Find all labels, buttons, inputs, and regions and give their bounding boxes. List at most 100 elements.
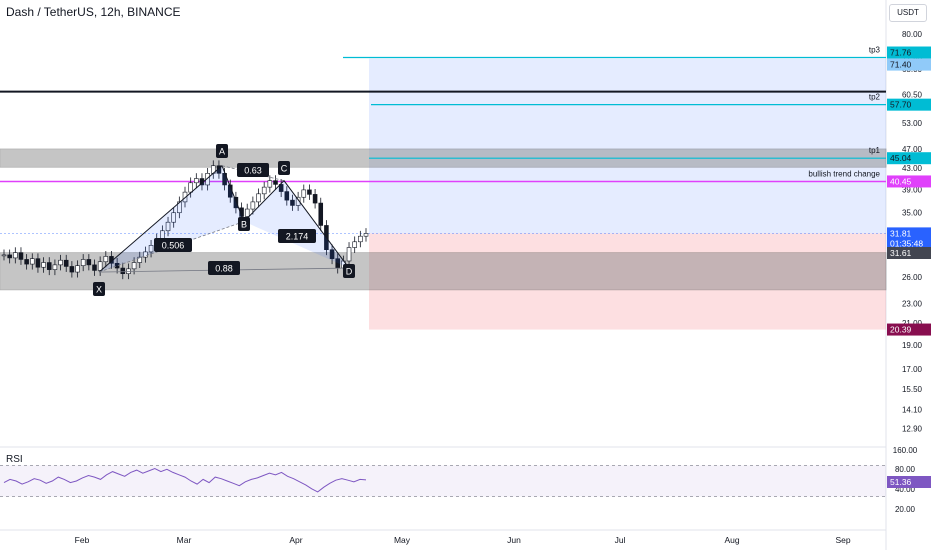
rsi-axis-tick: 160.00 (893, 446, 918, 455)
candle-body (244, 208, 250, 217)
price-axis-tick: 39.00 (902, 185, 923, 194)
candle-body (278, 184, 284, 192)
price-axis-tick: 15.50 (902, 385, 923, 394)
candle-body (301, 189, 307, 198)
pattern-ratio-box (154, 238, 192, 252)
price-axis-tick: 14.10 (902, 405, 923, 414)
candle-body (35, 258, 41, 268)
rsi-axis-tick: 80.00 (895, 465, 916, 474)
pattern-ratio-label: 0.63 (244, 166, 262, 176)
price-axis-tick: 60.50 (902, 90, 923, 99)
price-axis-tick: 35.00 (902, 209, 923, 218)
pattern-point-label: X (96, 285, 102, 295)
tp3-label: tp3 (869, 46, 881, 55)
time-axis-tick: Aug (724, 535, 739, 545)
candle-body (86, 259, 92, 266)
candle-body (46, 262, 52, 270)
last-price-badge (887, 227, 931, 250)
target-badge (887, 58, 931, 71)
pattern-ratio-label: 2.174 (286, 232, 309, 242)
pattern-point-label: A (219, 147, 225, 157)
price-axis-tick: 23.00 (902, 300, 923, 309)
candle-body (30, 258, 35, 265)
candle-body (346, 247, 352, 262)
rsi-value: 51.36 (890, 477, 912, 487)
entry-badge (887, 247, 931, 259)
tp1-value: 45.04 (890, 153, 912, 163)
time-axis-tick: Apr (289, 535, 302, 545)
time-axis-tick: Sep (835, 535, 850, 545)
candle-body (205, 173, 210, 186)
candle-body (363, 233, 369, 237)
candle-body (1, 254, 7, 257)
rsi-line (3, 467, 367, 493)
candle-body (18, 252, 24, 260)
currency-button[interactable]: USDT (889, 4, 927, 22)
candle-body (24, 259, 29, 265)
tp2-value: 57.70 (890, 100, 912, 110)
trend-change-badge (887, 175, 931, 188)
candle-body (80, 259, 86, 266)
pattern-ratio-box (208, 261, 240, 275)
pattern-ratio-box (237, 163, 269, 177)
candle-body (358, 235, 363, 243)
candle-body (329, 249, 335, 259)
candle-body (318, 202, 324, 226)
price-pane (0, 0, 886, 447)
target-value: 71.40 (890, 60, 912, 70)
pattern-point-label: C (281, 164, 288, 174)
time-axis-tick: Mar (177, 535, 192, 545)
candle-body (58, 259, 63, 266)
candle-body (188, 182, 193, 193)
last-price-value: 31.81 (890, 228, 912, 238)
time-axis-tick: Jun (507, 535, 521, 545)
candle-body (312, 194, 318, 204)
pattern-bcd-fill (244, 180, 349, 269)
rsi-band (0, 465, 886, 497)
candle-body (143, 251, 148, 258)
candle-body (13, 252, 18, 259)
rsi-value-badge (887, 476, 931, 488)
candle-body (92, 264, 97, 271)
price-axis-tick: 43.00 (902, 164, 923, 173)
countdown-value: 01:35:48 (890, 238, 923, 248)
pattern-point-box (278, 161, 290, 175)
entry-value: 31.61 (890, 248, 912, 258)
pattern-point-box (93, 282, 105, 296)
candle-body (148, 245, 154, 253)
candle-body (69, 266, 75, 273)
time-axis-tick: May (394, 535, 411, 545)
price-axis-tick: 47.00 (902, 145, 923, 154)
candle-body (182, 191, 188, 203)
time-axis-tick: Jul (615, 535, 626, 545)
price-axis-tick: 17.00 (902, 365, 923, 374)
pattern-ratio-box (278, 229, 316, 243)
candle-body (103, 256, 109, 263)
candle-body (41, 262, 46, 268)
candle-body (273, 180, 278, 185)
candle-body (307, 189, 312, 195)
price-axis-tick: 19.00 (902, 341, 923, 350)
tp3-value: 71.76 (890, 48, 912, 58)
rsi-axis-tick: 40.00 (895, 485, 916, 494)
candle-body (256, 193, 261, 203)
candle-body (250, 201, 256, 210)
trend-change-label: bullish trend change (808, 169, 880, 178)
trend-change-value: 40.45 (890, 176, 912, 186)
pattern-point-label: D (346, 267, 353, 277)
chart-title: Dash / TetherUS, 12h, BINANCE (6, 5, 181, 19)
loss-zone (369, 233, 886, 330)
candle-body (177, 201, 182, 214)
tp1-badge (887, 152, 931, 165)
pattern-ratio-label: 0.88 (215, 264, 233, 274)
price-axis-tick: 53.00 (902, 119, 923, 128)
candle-body (194, 178, 199, 184)
pattern-point-box (343, 264, 355, 278)
candle-body (120, 267, 126, 274)
tp3-badge (887, 46, 931, 59)
tp1-label: tp1 (869, 146, 881, 155)
pattern-ratio-label: 0.506 (162, 241, 185, 251)
candle-body (290, 199, 295, 206)
